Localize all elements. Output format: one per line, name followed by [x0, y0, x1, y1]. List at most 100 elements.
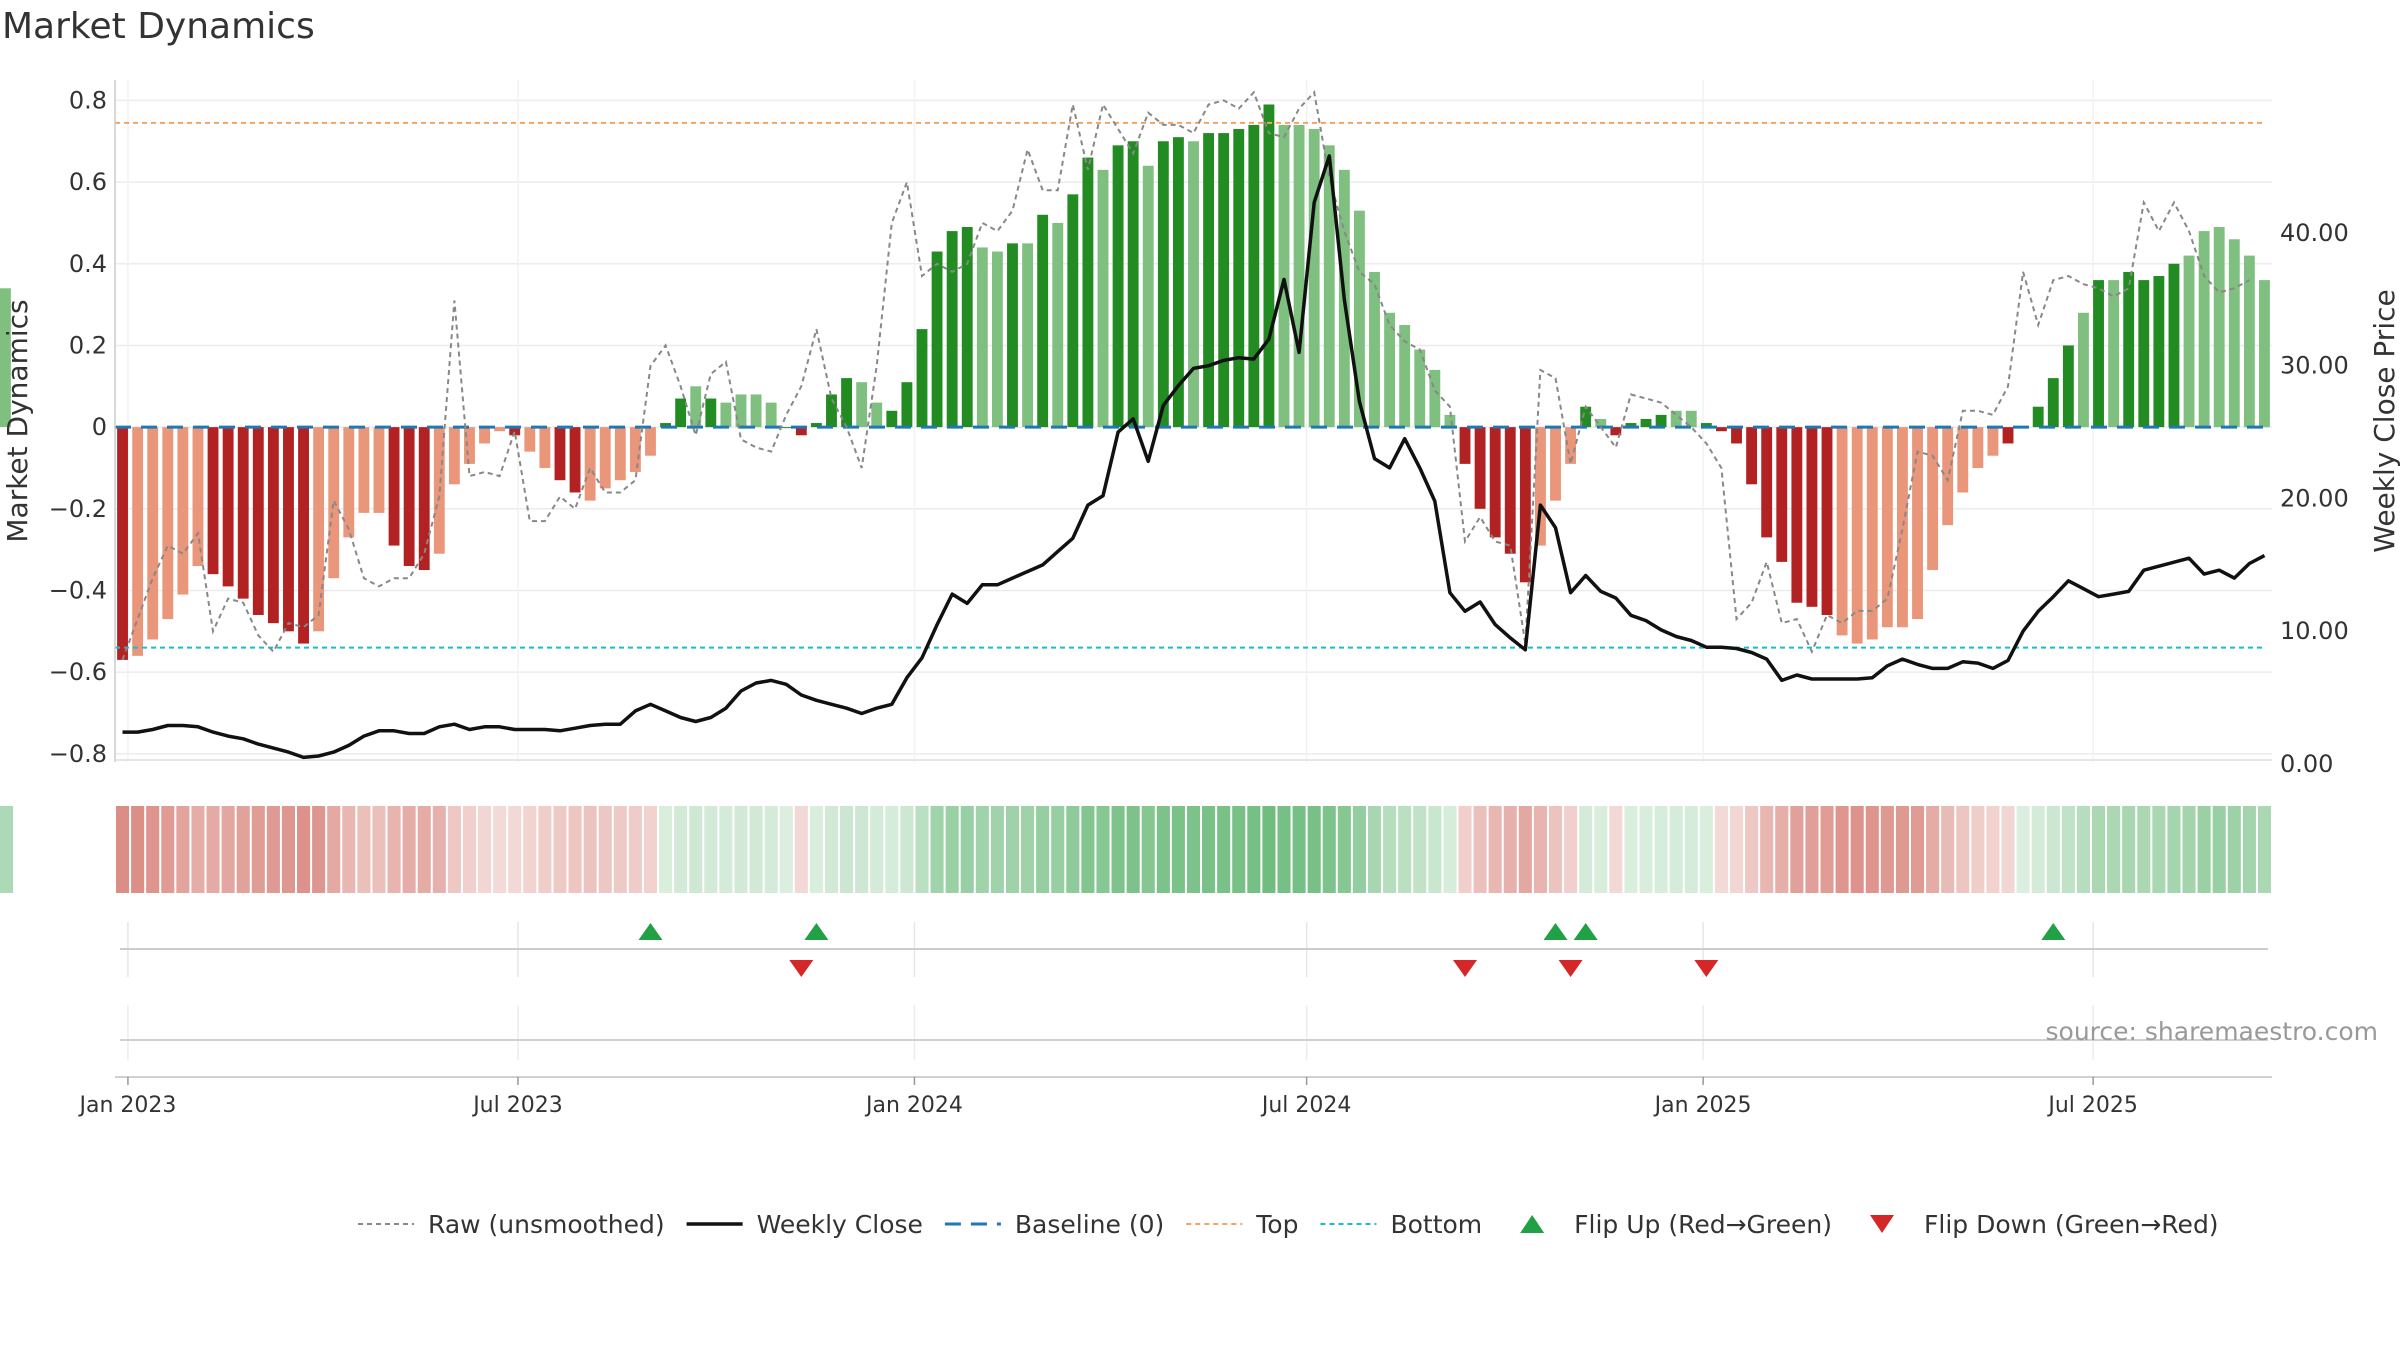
market-dynamics-bar — [1112, 145, 1124, 428]
market-dynamics-bar — [1007, 243, 1018, 428]
regime-strip-cell — [1533, 806, 1547, 893]
market-dynamics-bar — [2198, 231, 2210, 428]
market-dynamics-bar — [2002, 427, 2014, 444]
legend-item: Weekly Close — [686, 1210, 923, 1239]
market-dynamics-bar — [1881, 427, 1893, 628]
market-dynamics-bar — [1821, 427, 1833, 615]
regime-strip-cell — [1428, 806, 1442, 893]
market-dynamics-bar — [343, 427, 355, 538]
regime-strip-cell — [1186, 806, 1201, 893]
legend-label: Raw (unsmoothed) — [428, 1210, 665, 1239]
market-dynamics-bar — [1414, 349, 1426, 428]
market-dynamics-bar — [1957, 427, 1969, 493]
regime-strip-cell — [312, 806, 326, 893]
regime-strip-cell — [1307, 806, 1321, 893]
regime-strip-cell — [583, 806, 597, 893]
regime-strip-cell — [1066, 806, 1080, 893]
market-dynamics-bar — [1444, 414, 1456, 428]
regime-strip-cell — [809, 806, 823, 893]
regime-strip-cell — [1322, 806, 1336, 893]
legend-swatch — [1520, 1215, 1545, 1233]
regime-strip-cell — [176, 806, 190, 893]
market-dynamics-bar — [976, 247, 988, 428]
market-dynamics-bar — [2047, 378, 2059, 428]
regime-strip-cell — [1669, 806, 1683, 893]
regime-strip-cell — [508, 806, 522, 893]
flip-up-marker — [1573, 923, 1598, 940]
market-dynamics-bar — [1942, 427, 1954, 526]
market-dynamics-bar — [1052, 222, 1064, 428]
market-dynamics-bar — [871, 402, 883, 428]
legend-item: Flip Up (Red→Green) — [1520, 1210, 1832, 1239]
market-dynamics-bar — [494, 427, 506, 432]
market-dynamics-bar — [2078, 312, 2089, 428]
regime-strip-cell — [2197, 806, 2211, 893]
legend-label: Weekly Close — [757, 1210, 923, 1239]
regime-strip-cell — [1986, 806, 2000, 893]
market-dynamics-bar — [1700, 423, 1712, 428]
market-dynamics-bar — [222, 427, 234, 587]
regime-strip-cell — [945, 806, 959, 893]
regime-strip-cell — [1926, 806, 1940, 893]
market-dynamics-bar — [267, 427, 279, 624]
regime-strip-cell — [1790, 806, 1804, 893]
market-dynamics-bar — [177, 427, 189, 595]
regime-strip-cell — [824, 806, 839, 893]
regime-strip-cell — [2257, 806, 2271, 893]
market-dynamics-bar — [1353, 210, 1365, 428]
flip-up-marker — [1543, 923, 1568, 940]
y-tick-label: 0.2 — [69, 331, 107, 359]
regime-strip-cell — [794, 806, 808, 893]
market-dynamics-bar — [418, 427, 430, 571]
market-dynamics-bar — [946, 231, 958, 428]
market-dynamics-bar — [1127, 141, 1139, 428]
regime-strip-cell — [674, 806, 688, 893]
market-dynamics-bar — [1987, 427, 1999, 456]
regime-strip-cell — [493, 806, 507, 893]
regime-strip-cell — [2152, 806, 2166, 893]
regime-strip-cell — [2016, 806, 2030, 893]
weekly-close-line — [122, 154, 2266, 760]
market-dynamics-bar — [1746, 427, 1758, 485]
regime-strip-cell — [689, 806, 703, 893]
source-label: source: sharemaestro.com — [2046, 1017, 2379, 1046]
market-dynamics-bar — [780, 427, 792, 429]
market-dynamics-bar — [1776, 427, 1788, 562]
market-dynamics-bar — [373, 427, 385, 513]
axes: 0.8 0.6 0.4 0.2 0 −0.2 −0.4 −0.6 −0.8 40.00 30.00 2… — [1, 80, 2400, 778]
market-dynamics-bar — [856, 382, 868, 428]
market-dynamics-bar — [524, 427, 536, 452]
regime-strip-cell — [538, 806, 552, 893]
regime-strip-cell — [2001, 806, 2015, 893]
y-tick-label: −0.8 — [49, 740, 107, 768]
market-dynamics-bar — [2032, 406, 2044, 428]
market-dynamics-bar — [1927, 427, 1939, 571]
market-dynamics-bar — [403, 427, 415, 566]
regime-strip-cell — [764, 806, 778, 893]
regime-strip-cell — [1729, 806, 1744, 893]
regime-strip-cell — [2122, 806, 2136, 893]
market-dynamics-bar — [2243, 255, 2255, 428]
market-dynamics-bar — [1142, 165, 1154, 428]
market-dynamics-bar — [1489, 427, 1501, 538]
regime-strip-cell — [1895, 806, 1909, 893]
y-axis-label: Market Dynamics — [1, 299, 34, 542]
flip-down-marker — [789, 960, 814, 977]
y2-tick-label: 0.00 — [2280, 750, 2333, 778]
regime-strip-cell — [1383, 806, 1397, 893]
market-dynamics-bar — [237, 427, 249, 599]
market-dynamics-bar — [916, 329, 928, 428]
market-dynamics-bar — [207, 427, 219, 575]
regime-strip-cell — [0, 806, 14, 893]
regime-strip-cell — [1141, 806, 1155, 893]
regime-strip-cell — [1337, 806, 1351, 893]
market-dynamics-bar — [750, 394, 762, 428]
market-dynamics-bar — [1640, 418, 1652, 428]
regime-strip-cell — [1548, 806, 1563, 893]
market-dynamics-bar — [961, 227, 973, 428]
regime-strip-cell — [1624, 806, 1638, 893]
regime-strip-cell — [1850, 806, 1864, 893]
flip-up-marker — [2041, 923, 2066, 940]
y-tick-label: 0 — [92, 413, 107, 441]
